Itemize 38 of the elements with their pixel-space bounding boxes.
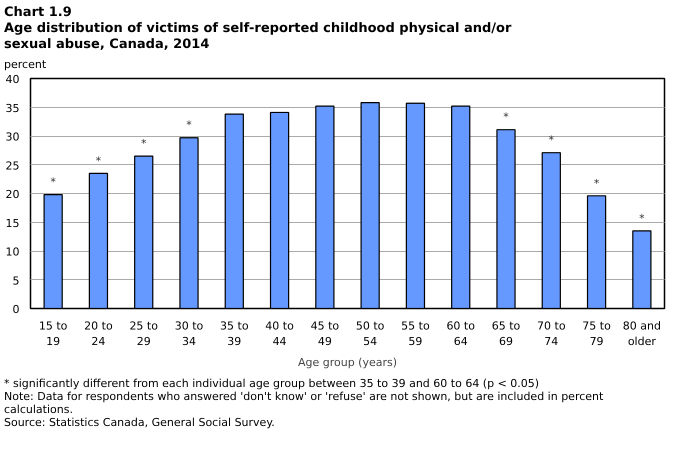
y-tick-label: 25 xyxy=(6,159,20,172)
chart-title: Chart 1.9 xyxy=(4,5,73,21)
x-tick-label: 65 to 69 xyxy=(492,320,521,348)
annotation: * xyxy=(594,176,600,190)
y-tick-label: 30 xyxy=(6,130,20,144)
y-tick-label: 40 xyxy=(6,73,20,86)
text: * significantly different from each individual age group between 35 to 39 and 60 to 64 (p < 0.05) xyxy=(4,377,540,390)
x-tick-label: 50 to 54 xyxy=(356,320,385,348)
x-tick-label: 55 to 59 xyxy=(401,320,430,348)
x-tick-label: 75 to 79 xyxy=(582,320,612,348)
x-tick-label: 30 to 34 xyxy=(174,320,204,348)
x-tick-label: 80 and older xyxy=(622,320,661,348)
y-tick-label: 20 xyxy=(6,188,20,201)
x-axis-title: Age group (years) xyxy=(298,356,398,370)
x-tick-label: 70 to 74 xyxy=(537,320,566,348)
x-tick-label: 45 to 49 xyxy=(310,320,340,348)
x-tick-label: 15 to 19 xyxy=(38,320,68,348)
text: Note: Data for respondents who answered 'don't know' or 'refuse' are not shown, but are included in percent calculations. xyxy=(4,390,604,416)
chart-subtitle: Age distribution of victims of self-reported childhood physical and/or sexual abuse, Canada, 2014 xyxy=(4,21,512,53)
y-tick-label: 5 xyxy=(12,274,20,288)
y-tick-label: 35 xyxy=(6,102,20,115)
annotation: * xyxy=(548,134,555,147)
x-tick-label: 25 to 29 xyxy=(129,320,158,348)
y-tick-label: 10 xyxy=(6,246,20,258)
annotation: * xyxy=(503,110,510,124)
x-tick-label: 60 to 64 xyxy=(446,320,476,348)
annotation: * xyxy=(50,176,56,189)
y-tick-label: 15 xyxy=(6,216,20,230)
annotation: * xyxy=(186,118,192,132)
source-note: Source: Statistics Canada, General Social Survey. xyxy=(4,416,275,429)
annotation: * xyxy=(96,154,102,168)
x-tick-label: 40 to 44 xyxy=(265,320,294,348)
annotation: * xyxy=(140,137,147,150)
x-tick-label: 35 to 39 xyxy=(220,320,249,348)
y-axis-title: percent xyxy=(4,57,48,73)
y-tick-label: 0 xyxy=(12,303,20,316)
x-tick-label: 20 to 24 xyxy=(84,320,113,348)
annotation: * xyxy=(639,212,646,225)
